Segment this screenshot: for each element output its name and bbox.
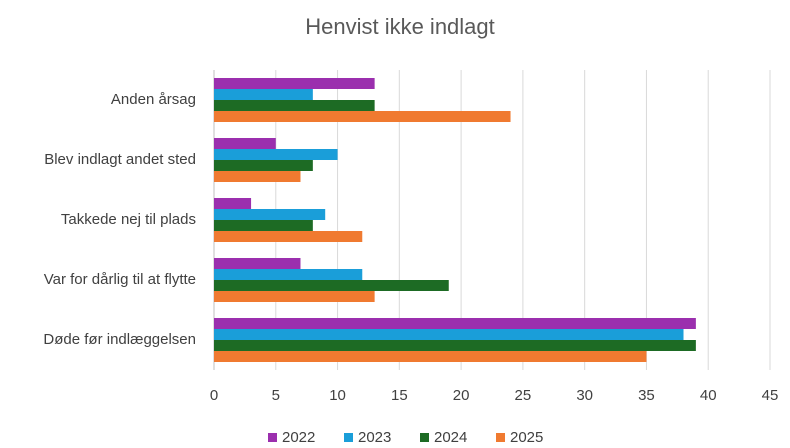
bar bbox=[214, 209, 326, 220]
x-tick-label: 5 bbox=[272, 387, 280, 404]
bar bbox=[214, 280, 449, 291]
y-tick-label: Døde før indlæggelsen bbox=[43, 331, 196, 348]
y-tick-label: Var for dårlig til at flytte bbox=[44, 271, 196, 288]
legend-swatch bbox=[268, 433, 277, 442]
chart-title: Henvist ikke indlagt bbox=[305, 14, 495, 39]
legend-label: 2022 bbox=[282, 429, 315, 446]
bar bbox=[214, 138, 276, 149]
x-tick-label: 45 bbox=[762, 387, 779, 404]
bar bbox=[214, 291, 375, 302]
bar bbox=[214, 258, 301, 269]
legend-label: 2023 bbox=[358, 429, 391, 446]
bar bbox=[214, 149, 338, 160]
x-tick-label: 15 bbox=[391, 387, 408, 404]
bar bbox=[214, 329, 684, 340]
bar bbox=[214, 89, 313, 100]
legend-swatch bbox=[420, 433, 429, 442]
bar bbox=[214, 351, 647, 362]
y-tick-label: Takkede nej til plads bbox=[61, 211, 196, 228]
x-tick-label: 20 bbox=[453, 387, 470, 404]
bar bbox=[214, 160, 313, 171]
legend-label: 2025 bbox=[510, 429, 543, 446]
legend-swatch bbox=[496, 433, 505, 442]
bar bbox=[214, 269, 363, 280]
x-tick-label: 0 bbox=[210, 387, 218, 404]
bar bbox=[214, 171, 301, 182]
bar bbox=[214, 318, 696, 329]
y-tick-label: Anden årsag bbox=[111, 91, 196, 108]
x-tick-label: 35 bbox=[638, 387, 655, 404]
legend-swatch bbox=[344, 433, 353, 442]
bar bbox=[214, 231, 363, 242]
bar bbox=[214, 78, 375, 89]
x-tick-label: 40 bbox=[700, 387, 717, 404]
bar bbox=[214, 198, 252, 209]
bar bbox=[214, 100, 375, 111]
x-tick-label: 30 bbox=[576, 387, 593, 404]
legend-label: 2024 bbox=[434, 429, 467, 446]
y-tick-label: Blev indlagt andet sted bbox=[44, 151, 196, 168]
bar bbox=[214, 111, 511, 122]
bar bbox=[214, 340, 696, 351]
x-tick-label: 10 bbox=[329, 387, 346, 404]
x-tick-label: 25 bbox=[515, 387, 532, 404]
bar bbox=[214, 220, 313, 231]
